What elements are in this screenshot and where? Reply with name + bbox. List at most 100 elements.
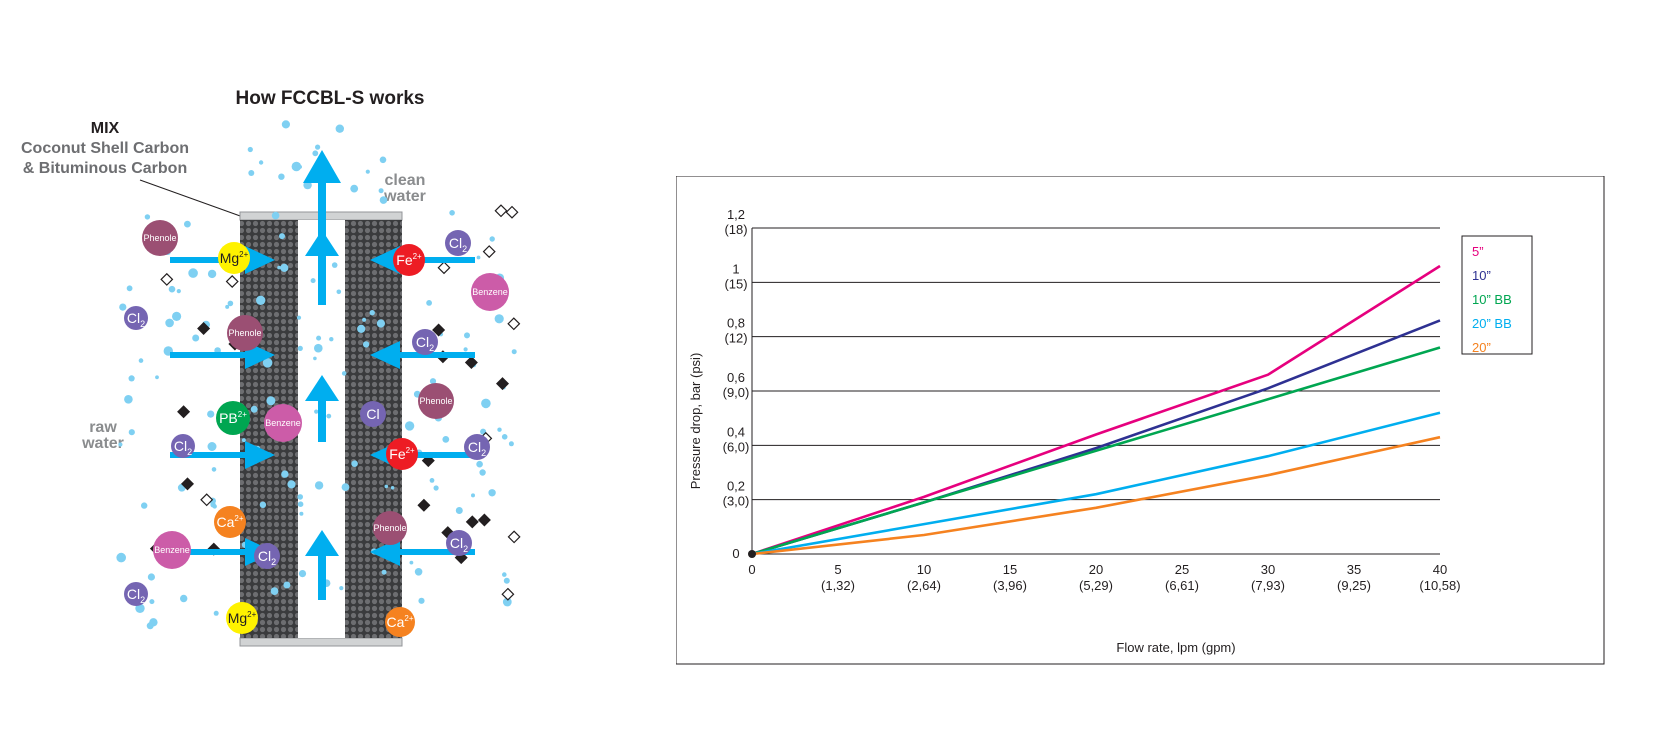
filter-illustration: Phenole Mg2+ Cl2 Phenole PB2+ Benzene Cl2 Ca2+ B… <box>116 120 521 647</box>
y-tick-label: 0,2 <box>727 479 745 494</box>
y-tick-label: 1,2 <box>727 207 745 222</box>
water-bubble <box>296 315 302 320</box>
molecule-cl <box>124 306 148 330</box>
water-bubble <box>381 569 387 575</box>
clean-water-arrow-shaft <box>318 175 326 305</box>
water-bubble <box>149 618 158 627</box>
molecule-label: Cl2 <box>416 334 434 353</box>
molecule-label: Cl2 <box>127 310 145 329</box>
water-bubble <box>147 573 155 581</box>
legend-entry: 20” BB <box>1472 316 1512 331</box>
water-bubble <box>291 161 302 172</box>
water-bubble <box>497 427 502 432</box>
contaminant-particle <box>197 321 211 336</box>
water-bubble <box>409 560 414 565</box>
y-tick-sublabel: (12) <box>724 331 747 346</box>
x-tick-sublabel: (10,58) <box>1419 578 1460 593</box>
inflow-arrowhead-right <box>370 341 400 369</box>
water-bubble <box>279 233 285 240</box>
water-bubble <box>184 220 191 228</box>
molecule-cl <box>124 582 148 606</box>
molecule-ion <box>386 438 418 470</box>
water-bubble <box>331 262 338 268</box>
water-bubble <box>313 356 317 361</box>
contaminant-particle <box>160 272 174 286</box>
water-bubble <box>503 577 510 584</box>
water-bubble <box>494 314 504 324</box>
water-bubble <box>316 335 322 341</box>
y-tick-sublabel: (18) <box>724 222 747 237</box>
x-tick-sublabel: (7,93) <box>1251 578 1285 593</box>
molecule-label: Mg2+ <box>228 610 257 626</box>
diagram-title: How FCCBL-S works <box>235 88 425 109</box>
molecule-label: Cl2 <box>450 535 468 554</box>
water-bubble <box>341 371 347 376</box>
x-tick-label: 15 <box>1003 562 1017 577</box>
water-bubble <box>281 470 289 478</box>
x-tick-label: 0 <box>748 562 755 577</box>
water-bubble <box>259 501 267 508</box>
water-bubble <box>379 196 388 204</box>
molecule-label: Cl2 <box>127 586 145 605</box>
water-bubble <box>449 210 455 216</box>
water-bubble <box>357 324 366 333</box>
inflow-arrow-left <box>170 452 250 458</box>
water-bubble <box>128 429 135 436</box>
water-bubble <box>310 278 316 284</box>
water-bubble <box>180 594 188 603</box>
clean-water-arrowhead <box>303 150 341 183</box>
contaminant-particle <box>507 317 521 331</box>
molecule-label: Phenole <box>228 328 261 338</box>
x-tick-label: 35 <box>1347 562 1361 577</box>
contaminant-particle <box>505 205 519 219</box>
water-bubble <box>442 436 450 443</box>
clean-water-line-1: clean <box>384 172 426 189</box>
molecule-phenole <box>142 220 178 256</box>
water-bubble <box>476 460 483 468</box>
water-bubble <box>271 211 280 220</box>
water-bubble <box>287 480 296 489</box>
molecule-label: Cl2 <box>258 548 276 567</box>
x-tick-label: 20 <box>1089 562 1103 577</box>
inflow-arrow-left <box>170 549 250 555</box>
molecule-label: Ca2+ <box>216 514 243 530</box>
water-bubble <box>248 170 255 176</box>
legend-entry: 10” <box>1472 268 1491 283</box>
water-bubble <box>247 146 253 153</box>
molecule-phenole <box>373 511 407 545</box>
y-tick-labels: 0 0,2(3,0) 0,4(6,0) 0,6(9,0) 0,8(12) 1(15) 1,2… <box>723 207 750 561</box>
water-bubble <box>207 442 217 451</box>
water-bubble <box>138 358 144 363</box>
water-bubble <box>336 289 342 295</box>
contaminant-particle <box>465 515 479 529</box>
outflow-arrow-shaft <box>318 397 326 442</box>
water-bubble <box>280 263 289 272</box>
water-bubble <box>277 265 281 270</box>
water-bubble <box>278 173 285 180</box>
water-bubble <box>414 568 423 576</box>
series-lines <box>748 264 1441 558</box>
water-bubble <box>126 285 133 292</box>
molecule-ion <box>385 607 415 637</box>
molecule-benzene <box>153 531 191 569</box>
contaminant-particle <box>437 261 451 275</box>
clean-water-label: clean water <box>370 173 440 205</box>
water-bubble <box>262 358 273 368</box>
raw-water-line-1: raw <box>89 419 117 436</box>
contaminant-particle <box>225 274 239 289</box>
legend-entry: 5” <box>1472 244 1484 259</box>
raw-water-label: raw water <box>68 420 138 452</box>
water-bubble <box>508 441 514 447</box>
inflow-arrowhead-left <box>245 441 275 469</box>
water-bubble <box>128 375 135 382</box>
x-tick-sublabel: (2,64) <box>907 578 941 593</box>
water-bubble <box>369 310 375 316</box>
legend-entry: 20” <box>1472 340 1491 355</box>
series-line <box>751 435 1441 556</box>
water-bubble <box>433 485 439 491</box>
gridlines <box>751 227 1440 555</box>
water-bubble <box>501 434 508 440</box>
legend: 5” 10” 10” BB 20” BB 20” <box>1461 235 1533 355</box>
y-tick-label: 0 <box>732 546 739 561</box>
water-bubble <box>426 300 432 306</box>
